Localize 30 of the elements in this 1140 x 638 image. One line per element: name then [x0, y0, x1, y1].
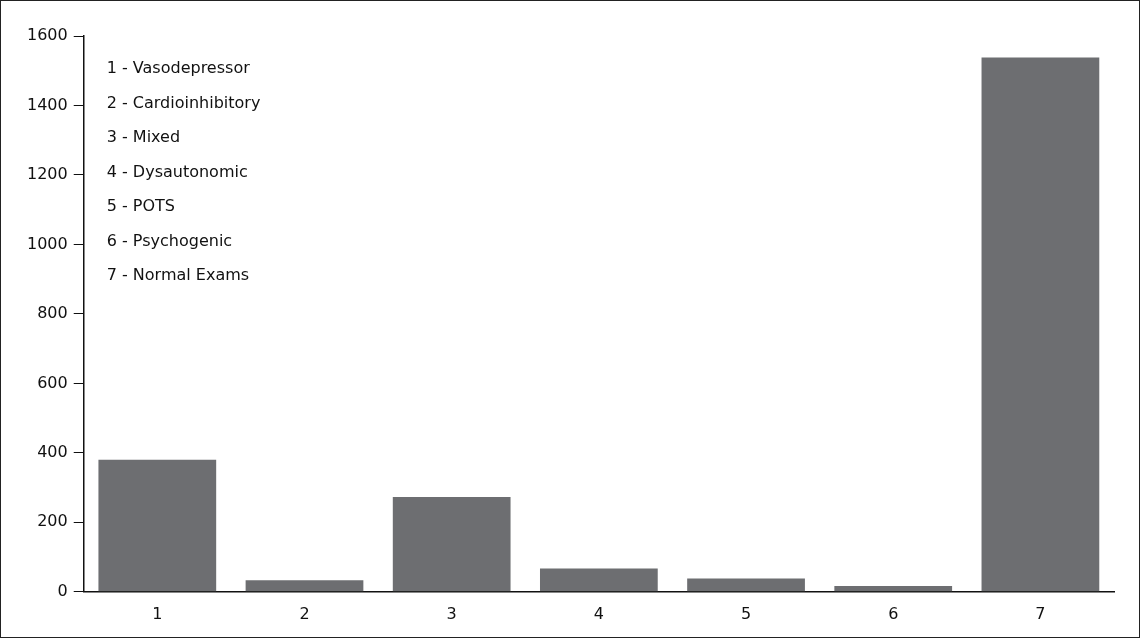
annotation: 2 - Cardioinhibitory: [106, 92, 261, 112]
x-tick-label: 6: [888, 603, 899, 623]
y-tick-label: 0: [57, 580, 68, 600]
bar: [98, 459, 217, 592]
x-tick-label: 3: [446, 603, 457, 623]
bar: [687, 578, 805, 592]
bar: [392, 496, 511, 592]
y-tick-label: 200: [37, 511, 68, 531]
x-tick-label: 1: [152, 603, 163, 623]
bar: [981, 57, 1100, 592]
y-tick-label: 600: [37, 372, 68, 392]
annotation: 1 - Vasodepressor: [106, 58, 251, 78]
y-tick-label: 1400: [27, 94, 68, 114]
bar: [834, 585, 953, 592]
x-tick-label: 4: [593, 603, 604, 623]
bar: [245, 580, 364, 592]
x-tick-label: 7: [1035, 603, 1046, 623]
annotation: 6 - Psychogenic: [106, 230, 233, 250]
x-tick-label: 2: [299, 603, 310, 623]
annotation: 7 - Normal Exams: [106, 265, 250, 285]
y-tick-label: 400: [37, 442, 68, 462]
annotation: 5 - POTS: [106, 196, 176, 216]
bar: [539, 568, 658, 592]
x-tick-label: 5: [740, 603, 752, 623]
y-tick-label: 800: [37, 303, 68, 323]
y-tick-label: 1600: [27, 25, 68, 45]
y-tick-label: 1200: [27, 164, 68, 184]
annotation: 4 - Dysautonomic: [106, 161, 248, 181]
y-tick-label: 1000: [27, 233, 68, 253]
annotation: 3 - Mixed: [106, 127, 181, 147]
